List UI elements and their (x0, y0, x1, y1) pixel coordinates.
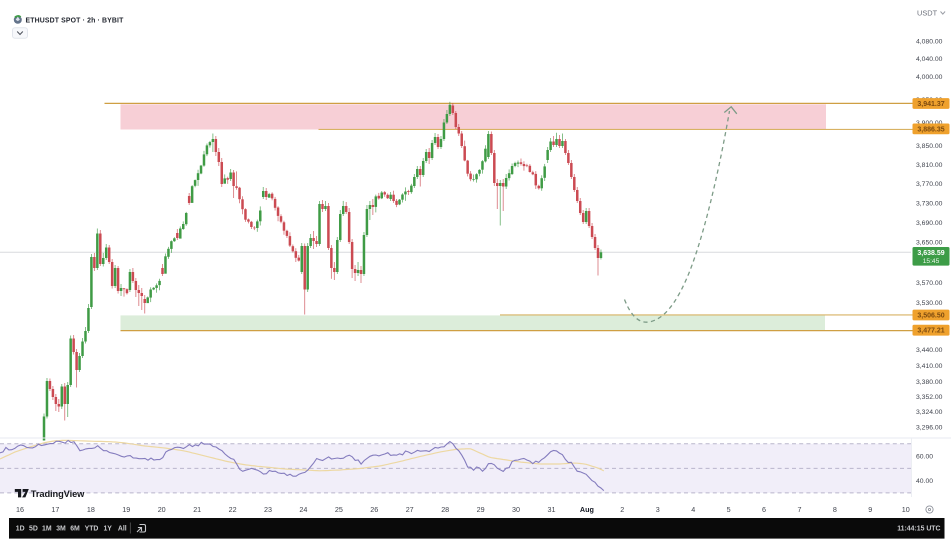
svg-text:1D: 1D (16, 526, 25, 533)
svg-text:3,296.00: 3,296.00 (916, 424, 943, 431)
svg-text:6: 6 (762, 505, 766, 514)
svg-text:31: 31 (548, 505, 556, 514)
svg-text:19: 19 (122, 505, 130, 514)
svg-text:23: 23 (264, 505, 272, 514)
svg-text:3,440.00: 3,440.00 (916, 347, 943, 354)
svg-text:3,570.00: 3,570.00 (916, 280, 943, 287)
svg-text:3,900.00: 3,900.00 (916, 120, 943, 127)
svg-text:USDT: USDT (917, 9, 938, 18)
svg-text:16: 16 (16, 505, 24, 514)
svg-text:40.00: 40.00 (916, 478, 933, 485)
svg-text:3: 3 (656, 505, 660, 514)
svg-text:27: 27 (406, 505, 414, 514)
svg-text:4,080.00: 4,080.00 (916, 38, 943, 45)
svg-text:3,530.00: 3,530.00 (916, 300, 943, 307)
svg-text:3,410.00: 3,410.00 (916, 363, 943, 370)
svg-text:28: 28 (441, 505, 449, 514)
svg-text:17: 17 (51, 505, 59, 514)
svg-text:3M: 3M (56, 526, 66, 533)
svg-text:15:45: 15:45 (923, 258, 940, 265)
svg-text:60.00: 60.00 (916, 454, 933, 461)
svg-text:3,810.00: 3,810.00 (916, 162, 943, 169)
svg-text:3,730.00: 3,730.00 (916, 201, 943, 208)
svg-text:3,770.00: 3,770.00 (916, 181, 943, 188)
svg-text:YTD: YTD (85, 526, 99, 533)
svg-text:3,941.37: 3,941.37 (917, 101, 944, 108)
svg-text:1M: 1M (42, 526, 52, 533)
svg-text:5: 5 (727, 505, 731, 514)
svg-text:29: 29 (477, 505, 485, 514)
svg-text:3,690.00: 3,690.00 (916, 220, 943, 227)
svg-text:6M: 6M (70, 526, 80, 533)
svg-text:5D: 5D (29, 526, 38, 533)
svg-text:4,000.00: 4,000.00 (916, 74, 943, 81)
svg-text:TradingView: TradingView (31, 489, 85, 499)
svg-text:7: 7 (798, 505, 802, 514)
svg-text:10: 10 (902, 505, 910, 514)
svg-text:3,380.00: 3,380.00 (916, 379, 943, 386)
svg-text:8: 8 (833, 505, 837, 514)
svg-text:24: 24 (299, 505, 307, 514)
svg-text:4,040.00: 4,040.00 (916, 56, 943, 63)
svg-text:22: 22 (229, 505, 237, 514)
svg-text:18: 18 (87, 505, 95, 514)
svg-text:1Y: 1Y (103, 526, 112, 533)
svg-text:3,886.35: 3,886.35 (917, 126, 944, 133)
svg-text:30: 30 (512, 505, 520, 514)
svg-text:21: 21 (193, 505, 201, 514)
svg-text:25: 25 (335, 505, 343, 514)
svg-text:9: 9 (868, 505, 872, 514)
svg-text:11:44:15 UTC: 11:44:15 UTC (897, 526, 940, 533)
svg-text:3,352.00: 3,352.00 (916, 394, 943, 401)
svg-text:3,638.59: 3,638.59 (917, 250, 944, 257)
svg-text:ETHUSDT SPOT · 2h · BYBIT: ETHUSDT SPOT · 2h · BYBIT (26, 17, 125, 24)
svg-text:Aug: Aug (580, 505, 594, 514)
svg-text:20: 20 (158, 505, 166, 514)
svg-text:26: 26 (370, 505, 378, 514)
svg-text:3,850.00: 3,850.00 (916, 143, 943, 150)
svg-text:3,650.00: 3,650.00 (916, 240, 943, 247)
svg-text:4: 4 (691, 505, 695, 514)
svg-text:3,506.50: 3,506.50 (917, 312, 944, 319)
svg-text:2: 2 (620, 505, 624, 514)
svg-text:3,477.21: 3,477.21 (917, 328, 944, 335)
svg-text:3,324.00: 3,324.00 (916, 409, 943, 416)
svg-text:All: All (118, 526, 127, 533)
